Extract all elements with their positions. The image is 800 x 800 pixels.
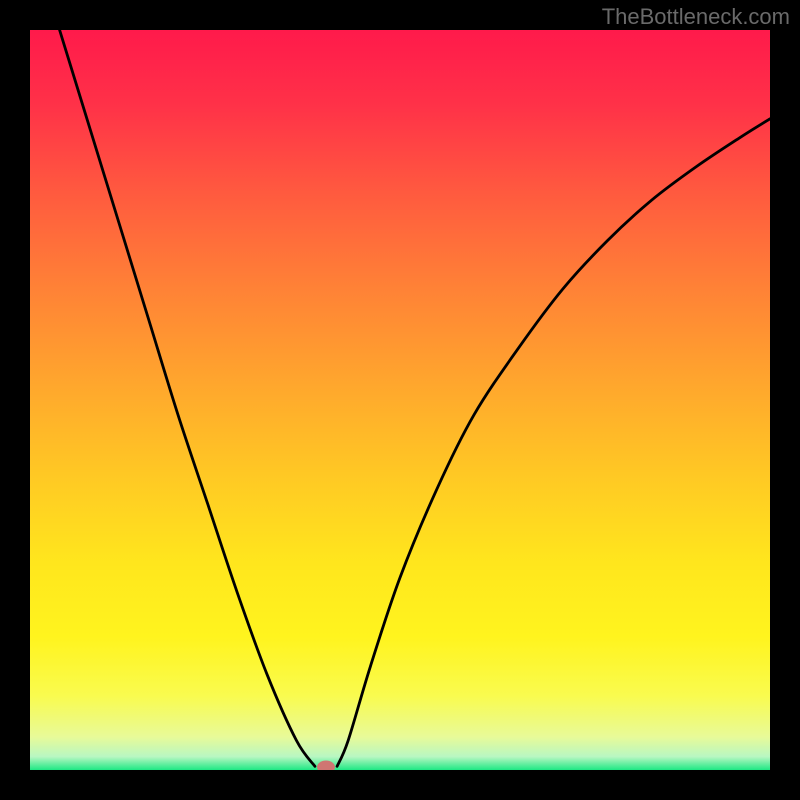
chart-container: TheBottleneck.com — [0, 0, 800, 800]
watermark-text: TheBottleneck.com — [602, 4, 790, 30]
bottleneck-chart — [0, 0, 800, 800]
